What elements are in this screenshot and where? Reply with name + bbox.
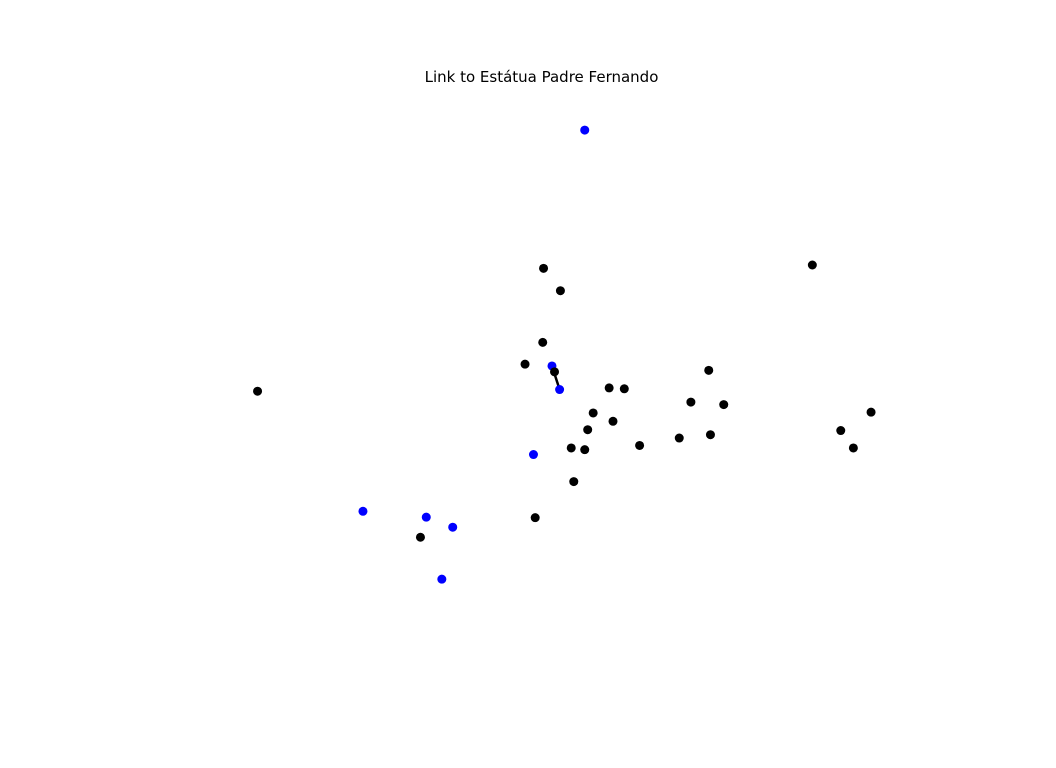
data-point-9 xyxy=(555,385,565,395)
data-point-22 xyxy=(635,440,645,450)
data-point-25 xyxy=(848,443,858,453)
data-point-1 xyxy=(807,260,817,270)
data-point-30 xyxy=(421,512,431,522)
data-point-17 xyxy=(608,416,618,426)
data-point-29 xyxy=(530,513,540,523)
data-point-0 xyxy=(580,125,590,135)
data-point-3 xyxy=(555,286,565,296)
data-point-27 xyxy=(569,477,579,487)
data-point-14 xyxy=(719,400,729,410)
data-point-20 xyxy=(705,430,715,440)
data-point-2 xyxy=(539,263,549,273)
data-point-23 xyxy=(566,443,576,453)
data-point-19 xyxy=(836,426,846,436)
data-point-21 xyxy=(674,433,684,443)
data-point-31 xyxy=(448,522,458,532)
chart-title: Link to Estátua Padre Fernando xyxy=(424,68,659,86)
data-point-12 xyxy=(619,384,629,394)
data-point-28 xyxy=(358,506,368,516)
data-point-5 xyxy=(520,359,530,369)
data-point-10 xyxy=(253,386,263,396)
data-point-13 xyxy=(686,397,696,407)
data-point-33 xyxy=(437,574,447,584)
data-point-15 xyxy=(588,408,598,418)
data-point-26 xyxy=(528,450,538,460)
data-point-24 xyxy=(580,445,590,455)
data-point-8 xyxy=(704,365,714,375)
data-point-11 xyxy=(604,383,614,393)
data-point-32 xyxy=(415,532,425,542)
points-layer xyxy=(253,125,876,584)
data-point-7 xyxy=(550,367,560,377)
data-point-18 xyxy=(583,425,593,435)
data-point-4 xyxy=(538,337,548,347)
data-point-16 xyxy=(866,407,876,417)
